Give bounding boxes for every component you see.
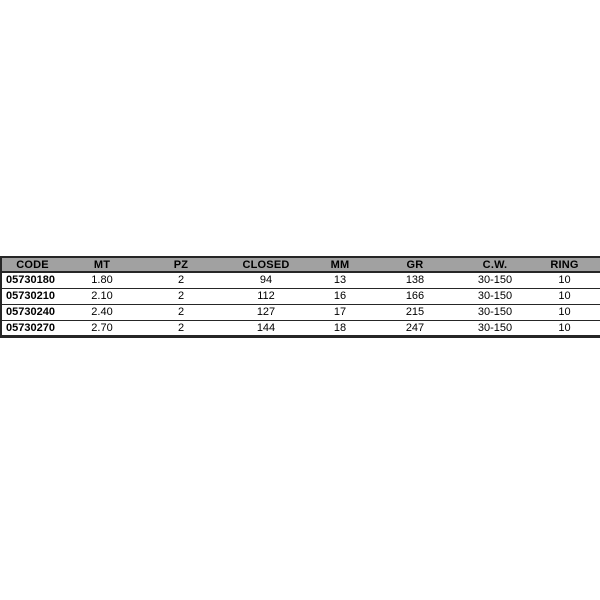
table-cell: 10 xyxy=(529,320,600,337)
table-cell: 17 xyxy=(311,304,369,321)
table-row: 05730210 2.10 2 112 16 166 30-150 10 xyxy=(1,288,600,305)
table-cell: 2 xyxy=(141,288,221,305)
table-cell: 13 xyxy=(311,272,369,289)
table-cell: 2 xyxy=(141,272,221,289)
product-spec-table: CODE MT PZ CLOSED MM GR C.W. RING 05730180 1.80 2… xyxy=(0,256,600,338)
table-cell: 215 xyxy=(369,304,461,321)
code-cell: 05730270 xyxy=(1,320,63,337)
column-header-c-w: C.W. xyxy=(461,256,529,273)
table-cell: 30-150 xyxy=(461,272,529,289)
table-cell: 112 xyxy=(221,288,311,305)
column-header-code: CODE xyxy=(1,256,63,273)
table-cell: 10 xyxy=(529,288,600,305)
column-header-mt: MT xyxy=(63,256,141,273)
table-header-row: CODE MT PZ CLOSED MM GR C.W. RING xyxy=(1,256,600,273)
table-cell: 30-150 xyxy=(461,304,529,321)
table-row: 05730270 2.70 2 144 18 247 30-150 10 xyxy=(1,320,600,337)
code-cell: 05730240 xyxy=(1,304,63,321)
table-cell: 247 xyxy=(369,320,461,337)
table-cell: 10 xyxy=(529,272,600,289)
table-cell: 144 xyxy=(221,320,311,337)
table-cell: 138 xyxy=(369,272,461,289)
column-header-mm: MM xyxy=(311,256,369,273)
code-cell: 05730180 xyxy=(1,272,63,289)
table-cell: 166 xyxy=(369,288,461,305)
table-cell: 10 xyxy=(529,304,600,321)
table-cell: 16 xyxy=(311,288,369,305)
column-header-gr: GR xyxy=(369,256,461,273)
table-cell: 94 xyxy=(221,272,311,289)
code-cell: 05730210 xyxy=(1,288,63,305)
column-header-ring: RING xyxy=(529,256,600,273)
table-row: 05730240 2.40 2 127 17 215 30-150 10 xyxy=(1,304,600,321)
table-cell: 2 xyxy=(141,304,221,321)
table-cell: 127 xyxy=(221,304,311,321)
column-header-pz: PZ xyxy=(141,256,221,273)
table-row: 05730180 1.80 2 94 13 138 30-150 10 xyxy=(1,272,600,289)
table-cell: 18 xyxy=(311,320,369,337)
table-cell: 2.70 xyxy=(63,320,141,337)
table-cell: 2.40 xyxy=(63,304,141,321)
spec-table-body: 05730180 1.80 2 94 13 138 30-150 10 05730210 2.10… xyxy=(1,272,600,337)
column-header-closed: CLOSED xyxy=(221,256,311,273)
table-cell: 1.80 xyxy=(63,272,141,289)
table-cell: 2 xyxy=(141,320,221,337)
table-cell: 30-150 xyxy=(461,320,529,337)
table-cell: 30-150 xyxy=(461,288,529,305)
table-cell: 2.10 xyxy=(63,288,141,305)
